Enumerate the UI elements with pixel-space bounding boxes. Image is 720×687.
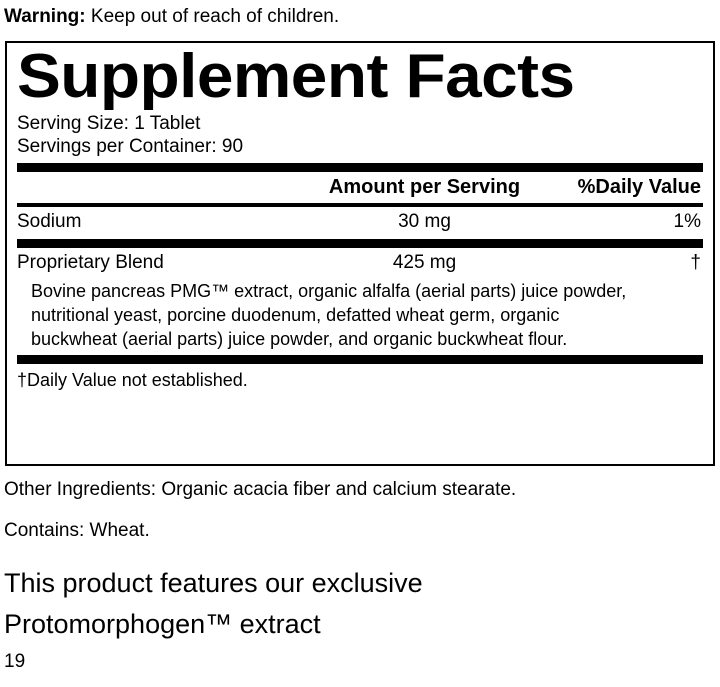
nutrient-amount: 30 mg	[398, 211, 451, 232]
other-ingredients-line: Other Ingredients: Organic acacia fiber …	[4, 479, 517, 500]
rule-below-column-headers	[17, 203, 703, 207]
product-tagline: This product features our exclusive Prot…	[4, 563, 423, 645]
warning-line: Warning: Keep out of reach of children.	[4, 5, 339, 29]
column-header-row: Amount per Serving %Daily Value	[17, 172, 703, 203]
contains-allergens-line: Contains: Wheat.	[4, 520, 150, 541]
blend-ingredient-line: buckwheat (aerial parts) juice powder, a…	[31, 329, 568, 349]
supplement-facts-title: Supplement Facts	[17, 42, 575, 111]
column-header-daily-value: %Daily Value	[577, 176, 701, 198]
page-number: 19	[4, 651, 26, 672]
serving-information: Serving Size: 1 Tablet Servings per Cont…	[17, 110, 703, 158]
product-tagline-line: This product features our exclusive	[4, 568, 423, 598]
blend-ingredient-list: Bovine pancreas PMG™ extract, organic al…	[17, 278, 703, 355]
nutrient-row-sodium: Sodium 30 mg 1%	[17, 207, 703, 237]
nutrient-name: Sodium	[17, 211, 82, 232]
below-panel-text: Other Ingredients: Organic acacia fiber …	[4, 478, 716, 543]
rule-below-sodium	[17, 239, 703, 248]
column-header-amount-per-serving: Amount per Serving	[328, 176, 521, 198]
warning-text: Keep out of reach of children.	[85, 6, 340, 27]
blend-ingredient-line: nutritional yeast, porcine duodenum, def…	[31, 305, 560, 325]
nutrient-name: Proprietary Blend	[17, 252, 164, 273]
serving-size: Serving Size: 1 Tablet	[17, 113, 201, 134]
rule-below-serving-info	[17, 163, 703, 172]
daily-value-footnote: †Daily Value not established.	[17, 370, 248, 390]
warning-label: Warning:	[4, 6, 86, 27]
nutrient-daily-value: 1%	[673, 211, 701, 232]
nutrient-row-proprietary-blend: Proprietary Blend 425 mg †	[17, 248, 703, 278]
nutrient-daily-value: †	[690, 252, 701, 273]
nutrient-amount: 425 mg	[392, 252, 457, 273]
supplement-facts-box: Supplement Facts Serving Size: 1 Tablet …	[5, 41, 715, 466]
blend-ingredient-line: Bovine pancreas PMG™ extract, organic al…	[31, 281, 627, 301]
servings-per-container: Servings per Container: 90	[17, 136, 244, 157]
rule-above-footnote	[17, 355, 703, 364]
product-tagline-line: Protomorphogen™ extract	[4, 609, 321, 639]
